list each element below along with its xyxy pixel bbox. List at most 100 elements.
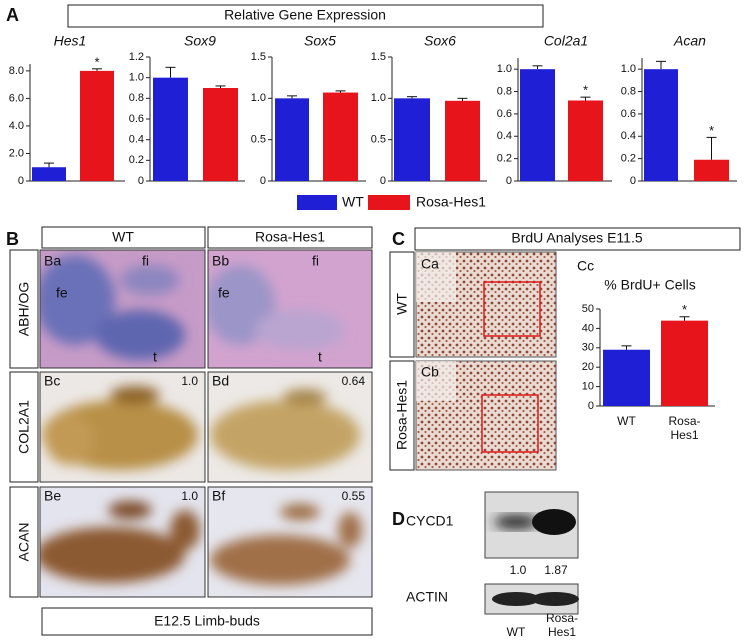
- region-label: fi: [142, 253, 149, 269]
- bar: [644, 69, 678, 181]
- y-tick-label: 0.2: [621, 153, 636, 165]
- row-header: Rosa-Hes1: [394, 380, 410, 450]
- lane-label: Rosa-Hes1: [545, 611, 578, 639]
- bar: [32, 167, 66, 181]
- chart-title: Sox9: [184, 33, 216, 49]
- panel-label: B: [6, 229, 19, 249]
- band-label: ACTIN: [406, 589, 448, 605]
- bar: [80, 70, 114, 181]
- y-tick-label: 50: [582, 303, 594, 315]
- header-box: [67, 4, 544, 28]
- y-tick-label: 0.6: [621, 108, 636, 120]
- y-tick-label: 0.5: [371, 134, 386, 146]
- histology-image: [40, 487, 205, 597]
- y-tick-label: 0: [588, 400, 594, 412]
- zoom-box: [481, 394, 539, 453]
- y-tick-label: 1.0: [251, 92, 266, 104]
- y-tick-label: 40: [582, 322, 594, 334]
- y-tick-label: 0: [260, 175, 266, 187]
- y-tick-label: 0: [380, 175, 386, 187]
- y-tick-label: 1.0: [129, 72, 144, 84]
- legend-swatch: [368, 195, 410, 210]
- blot-band: [494, 515, 538, 529]
- y-tick-label: 0.4: [129, 134, 144, 146]
- histology-image: [40, 372, 205, 482]
- image-label: Bd: [212, 373, 229, 389]
- header-box: [414, 227, 741, 251]
- y-tick-label: 0: [138, 175, 144, 187]
- y-tick-label: 20: [582, 361, 594, 373]
- quantification: 1.0: [510, 563, 527, 577]
- blot-band: [532, 509, 576, 535]
- significance: *: [583, 83, 588, 98]
- image-label: Bf: [212, 488, 225, 504]
- row-header-box: [389, 251, 415, 358]
- y-tick-label: 1.5: [371, 51, 386, 63]
- y-tick-label: 0.4: [497, 130, 512, 142]
- image-value: 1.0: [181, 489, 198, 503]
- legend-label: Rosa-Hes1: [416, 194, 486, 210]
- y-tick-label: 4.0: [9, 120, 24, 132]
- panel-label: C: [392, 229, 405, 249]
- row-header: WT: [394, 293, 410, 315]
- y-tick-label: 1.0: [371, 92, 386, 104]
- panel-label: D: [392, 509, 405, 529]
- bar: [445, 100, 480, 181]
- footer-box: [41, 607, 373, 636]
- chart-title: Sox6: [424, 33, 456, 49]
- image-shade: [416, 252, 456, 302]
- y-tick-label: 0.6: [497, 108, 512, 120]
- y-tick-label: 0.2: [129, 154, 144, 166]
- column-header: Rosa-Hes1: [255, 229, 325, 245]
- image-label: Ca: [421, 256, 439, 272]
- image-value: 1.0: [181, 374, 198, 388]
- y-tick-label: 0.8: [497, 85, 512, 97]
- zoom-box: [483, 281, 541, 337]
- bar: [568, 100, 603, 181]
- row-header: COL2A1: [16, 400, 32, 454]
- y-tick-label: 0.5: [251, 134, 266, 146]
- histology-image: [208, 250, 372, 368]
- image-label: Cb: [421, 364, 439, 380]
- y-tick-label: 10: [582, 381, 594, 393]
- panel-label: A: [6, 5, 19, 25]
- y-tick-label: 0.4: [621, 130, 636, 142]
- y-tick-label: 2.0: [9, 147, 24, 159]
- chart-title: Hes1: [54, 33, 87, 49]
- panel-header: Relative Gene Expression: [224, 7, 386, 23]
- bar: [694, 159, 729, 181]
- y-tick-label: 0: [506, 175, 512, 187]
- y-tick-label: 0.6: [129, 113, 144, 125]
- column-header: WT: [112, 229, 134, 245]
- image-value: 0.55: [342, 489, 366, 503]
- blot-band: [492, 592, 540, 606]
- image-shade: [416, 361, 456, 401]
- y-tick-label: 0.8: [621, 85, 636, 97]
- significance: *: [709, 123, 714, 138]
- row-header-box: [9, 486, 39, 598]
- y-tick-label: 8.0: [9, 65, 24, 77]
- image-label: Bb: [212, 253, 229, 269]
- y-tick-label: 1.0: [497, 63, 512, 75]
- blot-band: [531, 592, 579, 606]
- histology-image: [40, 250, 205, 368]
- region-label: t: [318, 349, 322, 365]
- y-tick-label: 1.0: [621, 63, 636, 75]
- column-header-box: [41, 226, 206, 249]
- y-tick-label: 0: [18, 175, 24, 187]
- row-header-box: [9, 371, 39, 483]
- footer: E12.5 Limb-buds: [154, 613, 260, 629]
- bar: [394, 98, 430, 181]
- image-label: Be: [44, 488, 61, 504]
- lane-label: WT: [507, 625, 526, 639]
- y-tick-label: 30: [582, 342, 594, 354]
- bar: [603, 349, 650, 406]
- bar: [661, 320, 708, 406]
- x-tick-label: WT: [617, 414, 636, 428]
- histology-image: [208, 487, 372, 597]
- chart-title: Sox5: [304, 33, 336, 49]
- chart-title: Col2a1: [544, 33, 588, 49]
- panel-header: BrdU Analyses E11.5: [511, 230, 642, 246]
